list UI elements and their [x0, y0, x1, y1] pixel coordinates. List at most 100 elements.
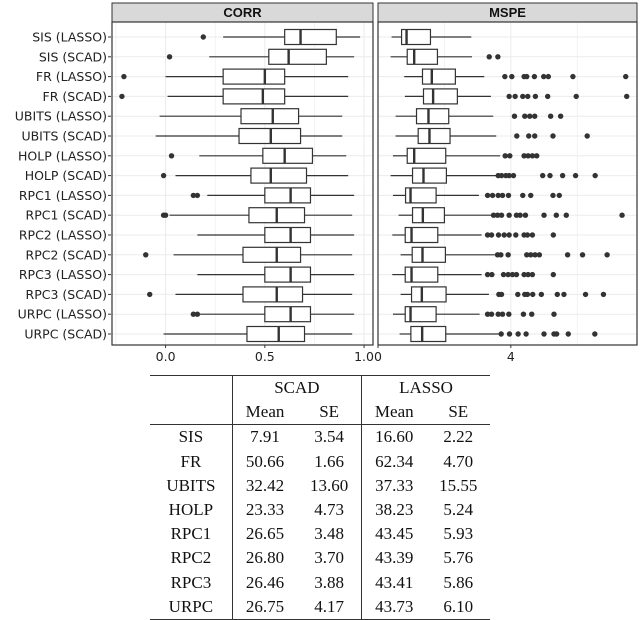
category-label: UBITS (SCAD) [21, 129, 107, 144]
outlier-point [495, 192, 501, 199]
box-5 [395, 127, 590, 145]
outlier-point [619, 212, 625, 218]
category-label: SIS (SCAD) [39, 49, 107, 64]
outlier-point [166, 54, 173, 60]
box [222, 88, 286, 105]
box-2 [121, 68, 349, 85]
box-7 [160, 167, 349, 184]
outlier-point [534, 153, 540, 159]
panel-title: MSPE [489, 5, 526, 20]
outlier-point [190, 192, 197, 199]
outlier-point [541, 331, 547, 337]
outlier-point [505, 192, 512, 199]
x-tick-label: 0 [374, 349, 382, 364]
outlier-point [564, 252, 571, 258]
outlier-point [513, 232, 519, 238]
outlier-point [506, 331, 513, 337]
outlier-point [513, 271, 520, 278]
outlier-point [529, 232, 536, 238]
outlier-point [523, 331, 529, 337]
table-row: RPC1 26.65 3.48 43.45 5.93 [150, 522, 490, 547]
table-cell-method: RPC2 [150, 546, 233, 571]
table-cell-value: 62.34 [375, 451, 414, 471]
outlier-point [488, 232, 495, 238]
outlier-point [524, 252, 530, 258]
outlier-point [500, 271, 507, 278]
outlier-point [484, 232, 491, 238]
outlier-point [512, 93, 518, 100]
outlier-point [484, 311, 491, 317]
box-6 [168, 147, 347, 164]
table-cell-value: 13.60 [297, 473, 363, 498]
table-cell-value: 3.54 [297, 424, 363, 450]
outlier-point [584, 133, 590, 139]
category-label: RPC3 (LASSO) [19, 267, 107, 282]
outlier-point [517, 212, 523, 218]
box [264, 226, 312, 244]
outlier-point [147, 291, 153, 298]
box-1 [166, 48, 355, 65]
box [421, 68, 456, 85]
table-cell-value: 5.76 [443, 548, 474, 568]
box-3 [119, 88, 349, 105]
outlier-point [536, 252, 543, 258]
outlier-point [495, 232, 502, 238]
box-9 [160, 207, 353, 224]
panel-title: CORR [223, 5, 262, 20]
category-label: HOLP (LASSO) [18, 148, 107, 163]
outlier-point [499, 192, 506, 199]
category-label: URPC (SCAD) [24, 327, 107, 342]
outlier-point [529, 271, 536, 278]
box-9 [398, 207, 625, 224]
outlier-point [559, 172, 566, 179]
box [410, 325, 447, 343]
outlier-point [502, 73, 508, 80]
table-cell-value: 43.73 [361, 594, 427, 620]
table-cell-value: 32.42 [245, 475, 285, 495]
category-label: RPC1 (SCAD) [26, 208, 107, 223]
outlier-point [515, 291, 521, 298]
outlier-point [506, 93, 512, 100]
box [264, 266, 312, 283]
table-cell-value: 26.75 [232, 594, 298, 620]
outlier-point [525, 93, 531, 100]
table-cell-value: 26.65 [245, 524, 285, 544]
box [222, 68, 286, 85]
box [406, 147, 447, 164]
outlier-point [525, 153, 531, 159]
category-label: RPC2 (LASSO) [19, 228, 107, 243]
table-cell-value: 43.45 [375, 524, 414, 544]
outlier-point [528, 192, 534, 199]
table-row: SIS 7.91 3.54 16.60 2.22 [150, 424, 490, 450]
box-14 [392, 306, 557, 323]
box [284, 28, 337, 46]
outlier-point [490, 212, 497, 218]
column-header: Mean [361, 400, 427, 426]
outlier-point [495, 54, 501, 60]
outlier-point [565, 331, 571, 337]
category-label: SIS (LASSO) [32, 30, 107, 45]
outlier-point [532, 93, 539, 100]
outlier-point [624, 93, 630, 100]
outlier-point [489, 192, 496, 199]
outlier-point [539, 172, 546, 179]
box [422, 88, 458, 105]
outlier-point [532, 113, 538, 119]
table-cell-value: 4.70 [443, 451, 474, 471]
outlier-point [527, 113, 533, 119]
table-cell-method: URPC [150, 594, 233, 620]
outlier-point [550, 133, 556, 139]
outlier-point [194, 311, 201, 317]
box-11 [400, 246, 610, 263]
table-cell-value: 3.70 [297, 546, 363, 571]
outlier-point [522, 113, 528, 119]
outlier-point [561, 291, 567, 298]
box-13 [400, 286, 607, 303]
table-cell-value: 2.22 [443, 427, 474, 447]
outlier-point [486, 54, 492, 60]
x-tick-label: 0.5 [255, 349, 275, 364]
table-row: HOLP 23.33 4.73 38.23 5.24 [150, 497, 490, 523]
table-cell-method: HOLP [150, 497, 233, 523]
column-header: Mean [232, 400, 298, 426]
table-cell-value: 6.10 [426, 594, 490, 620]
